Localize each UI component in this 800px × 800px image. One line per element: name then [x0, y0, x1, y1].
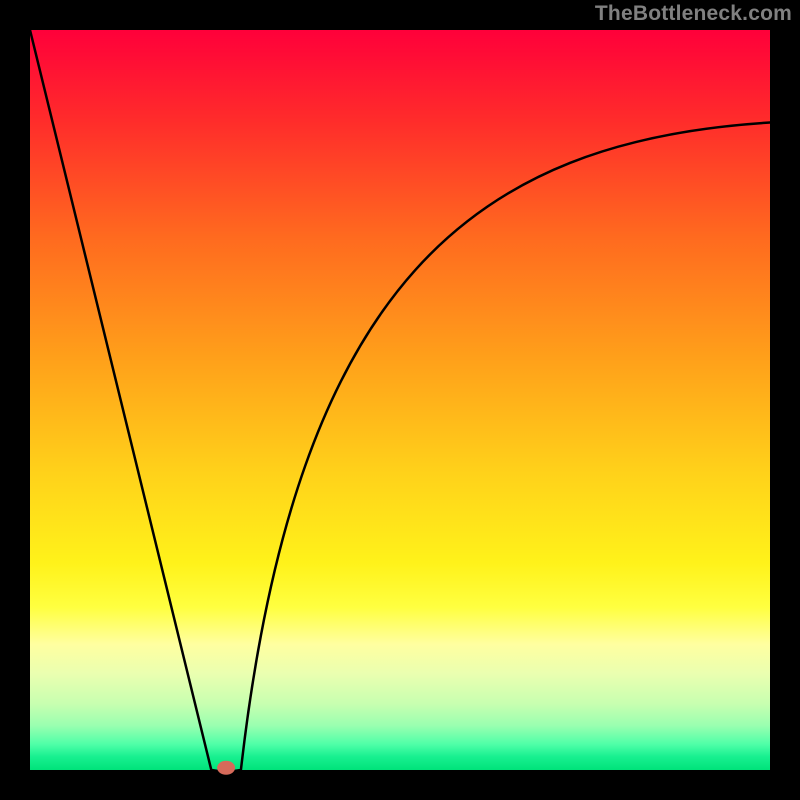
watermark-text: TheBottleneck.com [595, 2, 792, 26]
chart-svg [0, 0, 800, 800]
bottleneck-chart: TheBottleneck.com [0, 0, 800, 800]
bottleneck-marker [217, 761, 235, 775]
plot-area [30, 30, 770, 770]
